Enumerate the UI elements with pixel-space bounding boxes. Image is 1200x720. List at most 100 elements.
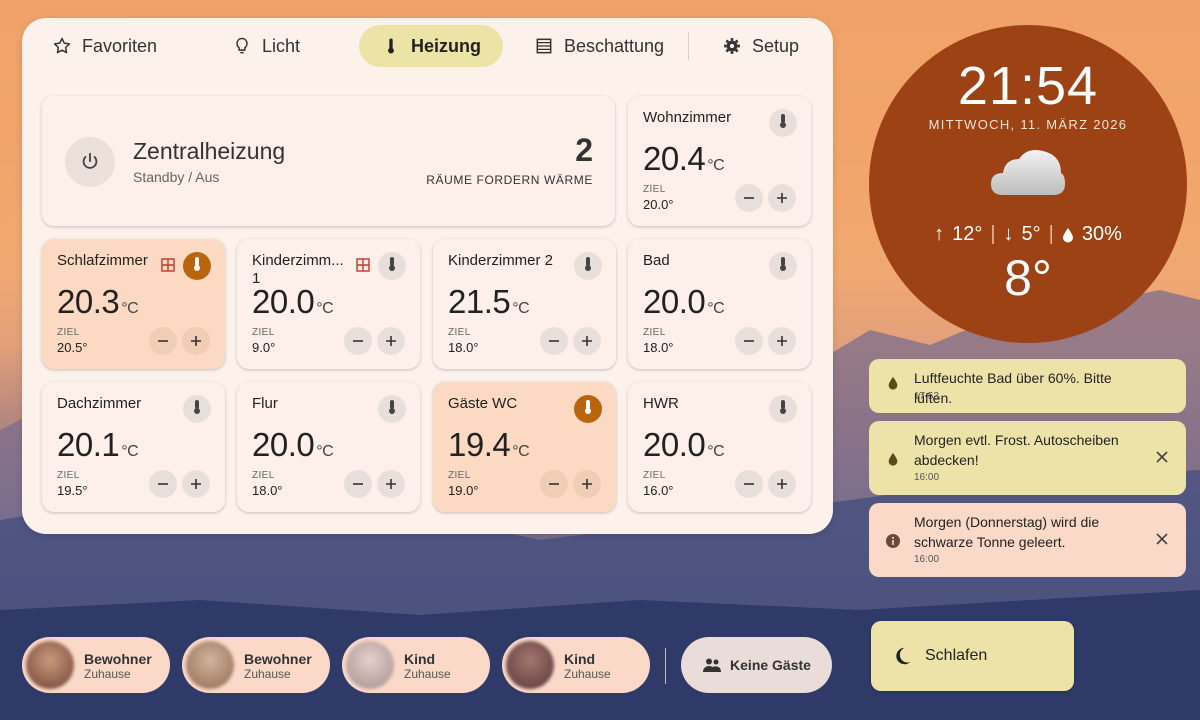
close-icon[interactable] — [1155, 450, 1169, 464]
star-icon — [52, 36, 72, 56]
thermostat-mode-button[interactable] — [183, 252, 211, 280]
room-name: Wohnzimmer — [643, 109, 732, 126]
thermometer-icon — [190, 256, 204, 277]
thermostat-mode-button[interactable] — [378, 395, 406, 423]
notification-text: Morgen evtl. Frost. Autoscheiben abdecke… — [914, 432, 1119, 468]
decrease-button[interactable] — [540, 327, 568, 355]
decrease-button[interactable] — [735, 327, 763, 355]
person-chip[interactable]: Kind Zuhause — [502, 637, 650, 693]
drop-icon — [1062, 227, 1073, 242]
thermometer-icon — [385, 256, 399, 277]
people-icon — [703, 658, 722, 672]
room-card[interactable]: Bad 20.0 °C ZIEL 18.0° — [628, 239, 811, 369]
plus-icon — [777, 193, 787, 203]
thermostat-mode-button[interactable] — [183, 395, 211, 423]
person-chip[interactable]: Bewohner Zuhause — [182, 637, 330, 693]
weather-forecast-row: ↑ 12° | ↓ 5° | 30% — [869, 223, 1187, 246]
room-card[interactable]: Gäste WC 19.4 °C ZIEL 19.0° — [433, 382, 616, 512]
power-icon — [82, 152, 98, 169]
target-temperature: 9.0° — [252, 340, 276, 355]
thermostat-mode-button[interactable] — [769, 109, 797, 137]
decrease-button[interactable] — [149, 327, 177, 355]
thermometer-icon — [381, 36, 401, 56]
room-card[interactable]: Flur 20.0 °C ZIEL 18.0° — [237, 382, 420, 512]
temperature-unit: °C — [512, 300, 530, 317]
room-card[interactable]: Kinderzimm... 1 20.0 °C ZIEL 9.0° — [237, 239, 420, 369]
target-label: ZIEL — [448, 327, 471, 338]
close-icon[interactable] — [1155, 532, 1169, 546]
target-label: ZIEL — [57, 470, 80, 481]
target-label: ZIEL — [448, 470, 471, 481]
room-name: Dachzimmer — [57, 395, 142, 412]
room-card[interactable]: Kinderzimmer 2 21.5 °C ZIEL 18.0° — [433, 239, 616, 369]
sleep-button[interactable]: Schlafen — [871, 621, 1074, 691]
decrease-button[interactable] — [735, 184, 763, 212]
tab-label: Heizung — [411, 35, 481, 56]
tab-label: Setup — [752, 35, 800, 56]
room-card[interactable]: HWR 20.0 °C ZIEL 16.0° — [628, 382, 811, 512]
minus-icon — [353, 340, 363, 342]
notification-humidity[interactable]: Luftfeuchte Bad über 60%. Bitte lüften. … — [869, 359, 1186, 413]
current-temperature: 20.3 °C — [57, 283, 139, 320]
current-temperature: 20.0 °C — [252, 283, 334, 320]
current-temperature: 20.4 °C — [643, 140, 725, 177]
room-card[interactable]: Wohnzimmer 20.4 °C ZIEL 20.0° — [628, 96, 811, 226]
thermostat-mode-button[interactable] — [378, 252, 406, 280]
person-chip[interactable]: Bewohner Zuhause — [22, 637, 170, 693]
increase-button[interactable] — [768, 184, 796, 212]
decrease-button[interactable] — [540, 470, 568, 498]
notification-waste[interactable]: Morgen (Donnerstag) wird die schwarze To… — [869, 503, 1186, 577]
tab-setup[interactable]: Setup — [700, 25, 821, 67]
thermostat-mode-button[interactable] — [769, 252, 797, 280]
increase-button[interactable] — [377, 470, 405, 498]
thermostat-mode-button[interactable] — [574, 252, 602, 280]
temperature-unit: °C — [316, 443, 334, 460]
notification-time: 16:00 — [914, 554, 940, 565]
target-label: ZIEL — [643, 470, 666, 481]
decrease-button[interactable] — [149, 470, 177, 498]
thermometer-icon — [190, 399, 204, 420]
decrease-button[interactable] — [344, 470, 372, 498]
room-card[interactable]: Schlafzimmer 20.3 °C ZIEL 20.5° — [42, 239, 225, 369]
current-temperature: 20.1 °C — [57, 426, 139, 463]
room-card[interactable]: Dachzimmer 20.1 °C ZIEL 19.5° — [42, 382, 225, 512]
central-heating-card[interactable]: Zentralheizung Standby / Aus 2 RÄUME FOR… — [42, 96, 615, 226]
sleep-label: Schlafen — [925, 647, 988, 664]
blinds-icon — [534, 36, 554, 56]
tab-divider — [688, 32, 689, 60]
notification-frost[interactable]: Morgen evtl. Frost. Autoscheiben abdecke… — [869, 421, 1186, 495]
increase-button[interactable] — [377, 327, 405, 355]
guests-label: Keine Gäste — [730, 657, 811, 673]
target-label: ZIEL — [252, 327, 275, 338]
tab-beschattung[interactable]: Beschattung — [512, 25, 686, 67]
decrease-button[interactable] — [735, 470, 763, 498]
person-chip[interactable]: Kind Zuhause — [342, 637, 490, 693]
lightbulb-icon — [232, 36, 252, 56]
increase-button[interactable] — [182, 470, 210, 498]
tab-licht[interactable]: Licht — [210, 25, 322, 67]
thermostat-mode-button[interactable] — [769, 395, 797, 423]
minus-icon — [158, 340, 168, 342]
increase-button[interactable] — [182, 327, 210, 355]
increase-button[interactable] — [573, 327, 601, 355]
plus-icon — [582, 336, 592, 346]
target-temperature: 18.0° — [252, 483, 283, 498]
thermostat-mode-button[interactable] — [574, 395, 602, 423]
clock-weather-widget: 21:54 MITTWOCH, 11. MÄRZ 2026 ↑ 12° | ↓ 5°… — [869, 25, 1187, 343]
increase-button[interactable] — [573, 470, 601, 498]
avatar — [186, 641, 234, 689]
increase-button[interactable] — [768, 470, 796, 498]
avatar — [346, 641, 394, 689]
tab-bar: Favoriten Licht Heizung Beschattung Set — [22, 18, 833, 74]
minus-icon — [744, 197, 754, 199]
tab-label: Favoriten — [82, 35, 158, 56]
increase-button[interactable] — [768, 327, 796, 355]
decrease-button[interactable] — [344, 327, 372, 355]
power-button[interactable] — [65, 137, 115, 187]
target-temperature: 19.5° — [57, 483, 88, 498]
guests-button[interactable]: Keine Gäste — [681, 637, 832, 693]
tab-favoriten[interactable]: Favoriten — [30, 25, 179, 67]
heating-panel: Favoriten Licht Heizung Beschattung Set — [22, 18, 833, 534]
plus-icon — [191, 479, 201, 489]
tab-heizung[interactable]: Heizung — [359, 25, 503, 67]
